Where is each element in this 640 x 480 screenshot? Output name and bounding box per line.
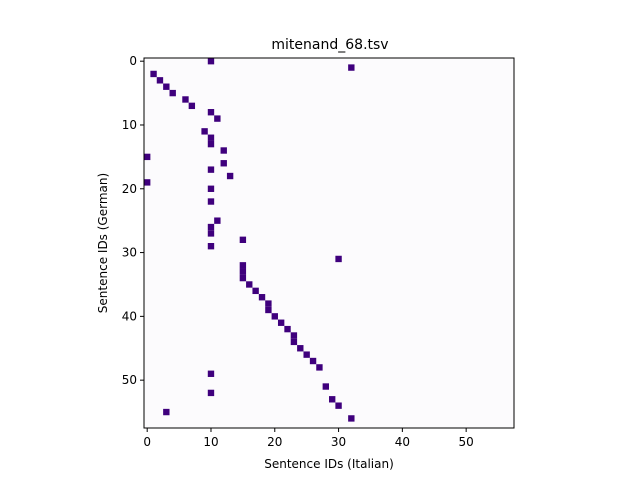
alignment-cell-26 xyxy=(335,255,342,263)
alignment-cell-44 xyxy=(207,370,215,377)
alignment-cell-24 xyxy=(239,236,247,243)
alignment-cell-50 xyxy=(348,415,355,422)
x-tick-label-1: 10 xyxy=(203,435,218,449)
alignment-cell-8 xyxy=(207,109,215,116)
alignment-cell-12 xyxy=(207,140,215,148)
alignment-cell-22 xyxy=(207,223,215,231)
y-tick-label-1: 10 xyxy=(122,118,137,132)
y-tick-label-4: 40 xyxy=(122,309,137,323)
alignment-cell-3 xyxy=(156,77,164,84)
plot-frame xyxy=(143,57,515,429)
alignment-cell-30 xyxy=(246,281,253,288)
alignment-cell-45 xyxy=(322,383,329,390)
alignment-cell-40 xyxy=(297,345,304,352)
alignment-cell-10 xyxy=(201,128,208,135)
alignment-cell-36 xyxy=(277,319,285,326)
x-tick-label-0: 0 xyxy=(143,435,151,449)
x-tick-label-2: 20 xyxy=(267,435,282,449)
x-axis-label: Sentence IDs (Italian) xyxy=(264,457,394,471)
alignment-cell-41 xyxy=(303,351,310,358)
alignment-cell-46 xyxy=(207,389,215,397)
x-tick-label-5: 50 xyxy=(459,435,474,449)
alignment-cell-15 xyxy=(220,160,227,167)
alignment-cell-4 xyxy=(163,83,170,90)
alignment-cell-28 xyxy=(239,268,247,275)
alignment-cell-17 xyxy=(226,172,234,180)
alignment-cell-49 xyxy=(163,408,170,416)
alignment-cell-11 xyxy=(207,134,215,141)
alignment-cell-7 xyxy=(188,102,196,110)
alignment-cell-37 xyxy=(284,325,291,333)
alignment-cell-25 xyxy=(207,243,215,250)
alignment-cell-6 xyxy=(182,96,189,103)
alignment-cell-9 xyxy=(214,115,221,122)
x-tick-label-3: 30 xyxy=(331,435,346,449)
y-tick-label-3: 30 xyxy=(122,246,137,260)
alignment-cell-31 xyxy=(252,287,259,295)
alignment-cell-33 xyxy=(265,300,272,307)
alignment-cell-29 xyxy=(239,274,247,282)
plot-area xyxy=(144,58,514,428)
alignment-cell-20 xyxy=(207,198,215,205)
alignment-cell-23 xyxy=(207,230,215,237)
alignment-cell-16 xyxy=(207,166,215,173)
alignment-cell-27 xyxy=(239,262,247,269)
y-tick-label-5: 50 xyxy=(122,373,137,387)
alignment-cell-43 xyxy=(316,364,323,371)
chart-title: mitenand_68.tsv xyxy=(271,37,388,53)
alignment-cell-19 xyxy=(207,185,215,192)
y-axis-label: Sentence IDs (German) xyxy=(96,173,110,313)
alignment-cell-18 xyxy=(144,179,151,186)
alignment-cells xyxy=(144,58,355,422)
x-tick-label-4: 40 xyxy=(395,435,410,449)
alignment-cell-38 xyxy=(290,332,298,339)
y-tick-label-0: 0 xyxy=(129,54,137,68)
alignment-cell-32 xyxy=(258,294,266,301)
alignment-cell-0 xyxy=(207,58,215,65)
y-axis-ticks: 0 10 20 30 40 50 xyxy=(122,54,144,387)
alignment-cell-34 xyxy=(265,306,272,314)
alignment-cell-2 xyxy=(150,70,157,78)
alignment-cell-48 xyxy=(335,402,342,409)
y-tick-label-2: 20 xyxy=(122,182,137,196)
alignment-cell-47 xyxy=(329,396,336,403)
alignment-cell-13 xyxy=(220,147,227,154)
alignment-cell-5 xyxy=(169,89,176,97)
alignment-cell-39 xyxy=(290,338,298,346)
alignment-cell-35 xyxy=(271,313,278,320)
x-axis-ticks: 0 10 20 30 40 50 xyxy=(143,428,474,449)
alignment-cell-14 xyxy=(144,153,151,161)
alignment-cell-42 xyxy=(309,357,317,365)
alignment-cell-1 xyxy=(348,64,355,71)
alignment-cell-21 xyxy=(214,217,221,224)
